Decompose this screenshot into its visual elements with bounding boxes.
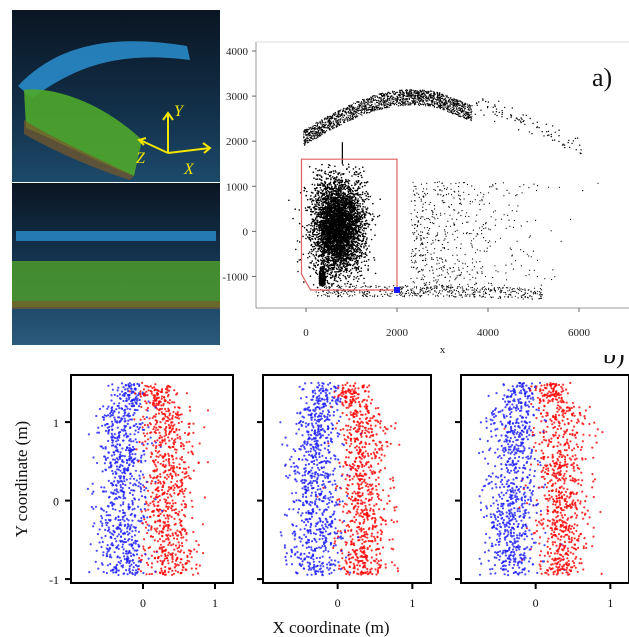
a-x-tick-label: 6000 [568, 327, 591, 339]
b-x-tick-label: 1 [212, 596, 218, 610]
lidar-oblique-view: Y Z X [12, 10, 220, 182]
b-x-tick-label: 0 [533, 596, 539, 610]
lidar-axis-z-label: Z [136, 150, 146, 167]
b-y-axis-label: Y coordinate (m) [12, 421, 31, 537]
b-x-tick-label: 0 [335, 596, 341, 610]
b-y-tick-label: -1 [49, 573, 59, 587]
lidar-oblique-svg: Y Z X [12, 10, 220, 182]
roi-outline [300, 158, 398, 291]
subplot-points [279, 381, 401, 577]
b-x-tick-label: 0 [140, 596, 146, 610]
a-x-tick-label: 2000 [386, 327, 409, 339]
a-points [288, 88, 599, 300]
b-y-tick-label: 1 [53, 416, 59, 430]
scatter-plot-b: 10-1010101b)X coordinate (m)Y coordinate… [12, 355, 629, 637]
a-y-tick-label: 4000 [226, 46, 249, 58]
b-x-axis-label: X coordinate (m) [272, 618, 389, 637]
lidar-axis-x-label: X [183, 161, 195, 178]
roi-marker [394, 286, 401, 293]
b-x-tick-label: 1 [409, 596, 415, 610]
a-x-axis-label: x [440, 344, 446, 356]
lidar-axis-y-label: Y [174, 103, 185, 120]
panel-a-tag: a) [592, 63, 612, 92]
subplot-frame [70, 374, 234, 584]
a-x-tick-label: 0 [303, 327, 309, 339]
lidar-side-svg [12, 183, 220, 345]
a-y-tick-label: 2000 [226, 136, 249, 148]
subplot-points [86, 381, 210, 577]
a-y-tick-label: 0 [243, 226, 249, 238]
b-y-tick-label: 0 [53, 495, 59, 509]
subplot-frame [460, 374, 629, 584]
a-y-tick-label: 1000 [226, 181, 249, 193]
subplot-frame [262, 374, 432, 584]
subplot-b-1: 1 0 -1 0 1 [49, 374, 234, 610]
panel-b-tag: b) [603, 355, 625, 369]
a-y-tick-label: 3000 [226, 91, 249, 103]
subplot-points [478, 381, 604, 577]
b-x-tick-label: 1 [607, 596, 613, 610]
lidar-axes-arrows [137, 111, 212, 154]
scatter-plot-a: 4000 3000 2000 1000 0 -1000 0 2000 4000 6000 x a) [222, 41, 629, 356]
lidar-side-view [12, 183, 220, 345]
a-y-tick-label: -1000 [222, 271, 248, 283]
a-x-tick-label: 4000 [477, 327, 500, 339]
